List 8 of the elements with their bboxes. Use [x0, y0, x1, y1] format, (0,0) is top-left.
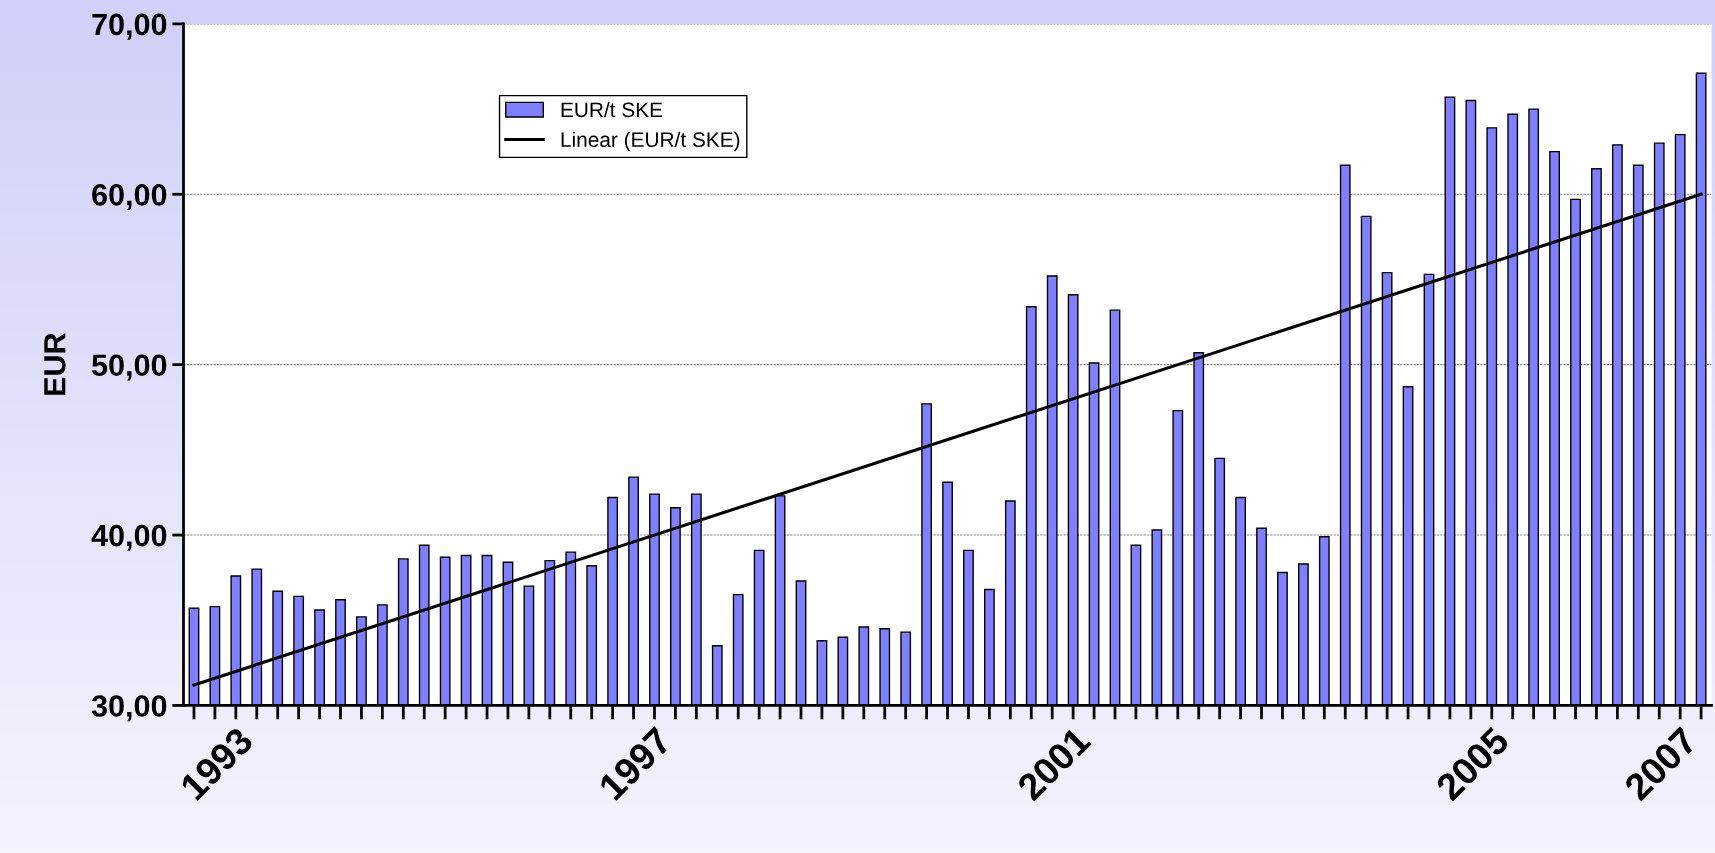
y-tick-label: 30,00	[91, 695, 167, 722]
legend-label: EUR/t SKE	[561, 101, 663, 118]
y-axis-title: EUR	[44, 333, 66, 395]
y-tick-label: 60,00	[92, 184, 167, 211]
y-tick-label: 70,00	[92, 13, 167, 40]
y-tick-label: 50,00	[92, 354, 167, 381]
legend-label: Linear (EUR/t SKE)	[561, 131, 740, 152]
y-tick-label: 40,00	[91, 524, 167, 551]
